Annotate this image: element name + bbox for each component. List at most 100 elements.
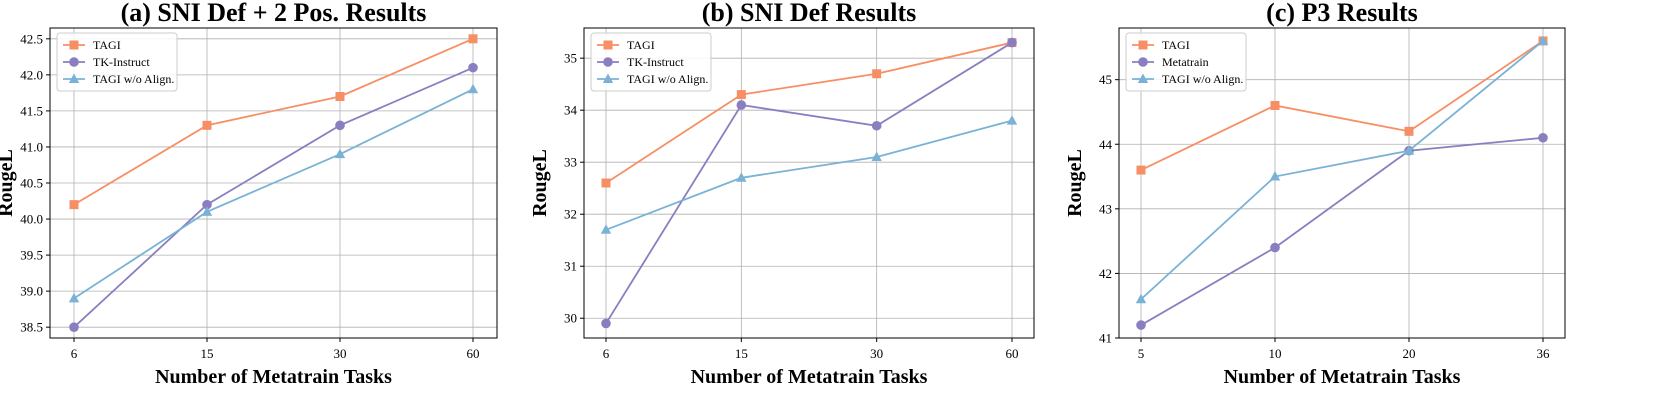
legend-marker-metatrain <box>1138 57 1148 67</box>
x-tick-label: 15 <box>201 346 214 361</box>
y-tick-label: 40.0 <box>20 212 43 227</box>
series-metatrain <box>1136 132 1548 330</box>
legend-box <box>590 32 712 92</box>
y-tick-label: 33 <box>564 155 577 170</box>
x-tick-label: 10 <box>1269 346 1282 361</box>
legend-marker-tagi-w-o-align <box>1137 73 1149 83</box>
series-line-tagi <box>1140 40 1544 171</box>
series-line-tk-instruct <box>605 41 1013 324</box>
legend: TAGI TK-Instruct TAGI w/o Align. <box>590 32 712 92</box>
data-point-tagi-w-o-align <box>68 292 80 303</box>
data-point-tagi <box>1404 126 1414 136</box>
legend-box <box>1125 32 1247 92</box>
legend-marker-tagi <box>1138 40 1148 50</box>
y-tick-label: 35 <box>564 51 577 66</box>
y-tick-label: 42 <box>1099 266 1112 281</box>
data-point-metatrain <box>1136 320 1146 330</box>
plot-frame <box>1118 27 1566 339</box>
data-point-tk-instruct <box>1007 37 1017 48</box>
y-tick-label: 39.5 <box>20 248 43 263</box>
data-point-tagi-w-o-align <box>736 172 747 182</box>
chart-title: (c) P3 Results <box>1266 0 1418 27</box>
y-tick-label: 41 <box>1099 331 1112 346</box>
series-line-tagi-w-o-align <box>1140 40 1544 300</box>
y-tick-label: 43 <box>1099 201 1112 216</box>
legend: TAGI Metatrain TAGI w/o Align. <box>1125 32 1247 92</box>
data-point-tk-instruct <box>468 62 478 73</box>
y-axis-label: RougeL <box>1064 149 1086 217</box>
legend: TAGI TK-Instruct TAGI w/o Align. <box>56 32 178 92</box>
data-point-tagi-w-o-align <box>467 83 479 94</box>
data-point-tagi-w-o-align <box>201 206 213 216</box>
legend-label-tagi: TAGI <box>627 38 655 52</box>
x-tick-label: 30 <box>334 346 347 361</box>
series-tagi-w-o-align <box>68 83 479 303</box>
data-point-tk-instruct <box>335 120 345 131</box>
data-point-tk-instruct <box>69 322 79 332</box>
data-point-tagi-w-o-align <box>1537 35 1549 45</box>
data-point-tk-instruct <box>202 199 212 210</box>
data-point-tagi <box>736 90 746 100</box>
data-point-tk-instruct <box>736 100 747 110</box>
data-point-tagi <box>1136 165 1146 175</box>
legend-label-tagi: TAGI <box>93 38 121 52</box>
data-point-tagi <box>202 120 212 130</box>
data-point-tagi-w-o-align <box>334 148 346 159</box>
series-line-tagi-w-o-align <box>605 119 1013 231</box>
legend-label-metatrain: Metatrain <box>1162 55 1209 69</box>
x-tick-label: 36 <box>1537 346 1551 361</box>
x-tick-label: 60 <box>1006 346 1019 361</box>
legend-marker-tagi <box>603 40 613 50</box>
legend-marker-tk-instruct <box>603 57 613 67</box>
series-tagi-w-o-align <box>600 115 1018 234</box>
y-axis-label: RougeL <box>529 149 551 217</box>
legend-label-tk-instruct: TK-Instruct <box>93 55 150 69</box>
legend-label-tagi-w-o-align: TAGI w/o Align. <box>1162 72 1243 86</box>
y-tick-label: 40.5 <box>20 176 43 191</box>
series-line-tagi <box>73 37 474 206</box>
data-point-tagi-w-o-align <box>1006 115 1018 125</box>
x-tick-label: 5 <box>1138 346 1145 361</box>
y-tick-label: 30 <box>564 311 577 326</box>
y-tick-label: 39.0 <box>20 284 43 299</box>
series-tk-instruct <box>601 37 1017 329</box>
legend-label-tagi: TAGI <box>1162 38 1190 52</box>
chart-panel-1: 38.5 39.0 39.5 40.0 40.5 41.0 41.5 42.0 42.5 6 15 3… <box>0 0 498 388</box>
chart-panel-3: 41 42 43 44 45 5 10 20 36 (c) P3 Results Number of… <box>1064 0 1566 388</box>
series-line-metatrain <box>1140 136 1544 326</box>
legend-marker-tagi-w-o-align <box>68 73 80 83</box>
chart-title: (b) SNI Def Results <box>702 0 917 27</box>
series-line-tagi-w-o-align <box>73 88 474 300</box>
x-tick-label: 60 <box>467 346 480 361</box>
legend-marker-tagi-w-o-align <box>602 73 614 83</box>
x-axis-label: Number of Metatrain Tasks <box>155 366 392 388</box>
x-tick-label: 6 <box>71 346 78 361</box>
x-tick-label: 15 <box>735 346 748 361</box>
series-line-tk-instruct <box>73 66 474 328</box>
x-axis-label: Number of Metatrain Tasks <box>1224 366 1461 388</box>
data-point-tagi <box>69 200 79 210</box>
data-point-tagi <box>601 178 611 188</box>
y-tick-label: 31 <box>564 259 577 274</box>
series-line-tagi <box>605 41 1013 184</box>
x-tick-label: 20 <box>1403 346 1416 361</box>
data-point-metatrain <box>1270 242 1280 253</box>
data-point-tagi-w-o-align <box>1135 293 1147 304</box>
data-point-tagi <box>872 69 882 79</box>
data-point-tagi-w-o-align <box>871 151 882 161</box>
legend-marker-tk-instruct <box>69 57 79 67</box>
y-tick-label: 42.5 <box>20 31 43 46</box>
y-tick-label: 41.0 <box>20 139 43 154</box>
data-point-tagi <box>1270 101 1280 110</box>
x-tick-label: 6 <box>603 346 610 361</box>
y-tick-label: 38.5 <box>20 320 43 335</box>
y-tick-label: 34 <box>564 103 578 118</box>
y-tick-label: 41.5 <box>20 103 43 118</box>
chart-title: (a) SNI Def + 2 Pos. Results <box>121 0 427 27</box>
legend-label-tk-instruct: TK-Instruct <box>627 55 684 69</box>
data-point-tagi <box>468 34 478 44</box>
data-point-tk-instruct <box>871 120 882 131</box>
series-tagi-w-o-align <box>1135 35 1549 304</box>
